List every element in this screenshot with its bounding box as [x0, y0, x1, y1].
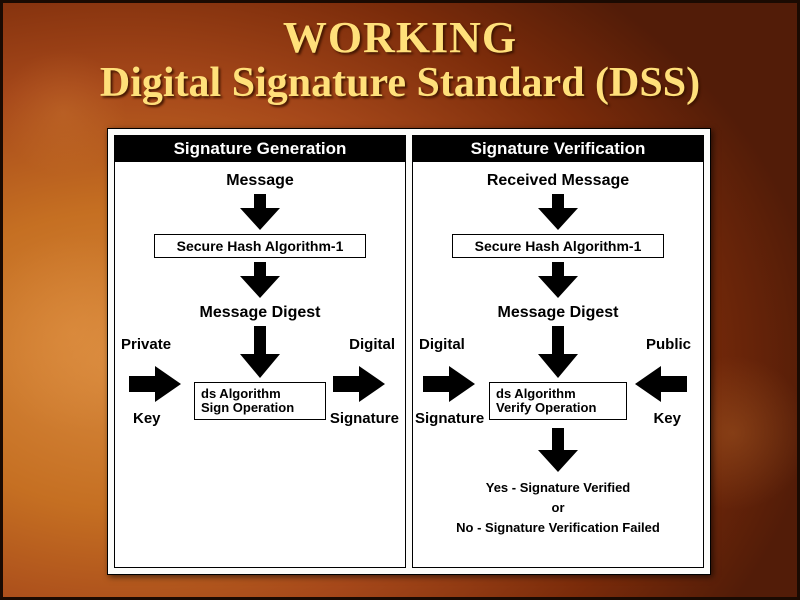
- panel-generation-header: Signature Generation: [115, 136, 405, 162]
- arrow-down-icon: [240, 262, 280, 298]
- gen-node-algorithm: ds AlgorithmSign Operation: [194, 382, 326, 420]
- gen-input-left-top: Private: [121, 336, 171, 353]
- arrow-down-icon: [538, 428, 578, 472]
- ver-input-left-top: Digital: [419, 336, 465, 353]
- ver-result-yes: Yes - Signature Verified: [413, 480, 703, 495]
- arrow-left-icon: [635, 366, 687, 402]
- panel-generation: Signature Generation Message Secure Hash…: [114, 135, 406, 568]
- ver-input-right-bottom: Key: [653, 410, 681, 427]
- gen-node-message: Message: [226, 172, 294, 190]
- ver-result-no: No - Signature Verification Failed: [413, 520, 703, 535]
- title-line-1: WORKING: [283, 15, 517, 61]
- panel-verification-header: Signature Verification: [413, 136, 703, 162]
- ver-input-left-bottom: Signature: [415, 410, 484, 427]
- gen-output-right-top: Digital: [349, 336, 395, 353]
- arrow-down-icon: [538, 326, 578, 378]
- gen-node-sha1: Secure Hash Algorithm-1: [154, 234, 366, 258]
- gen-node-digest: Message Digest: [200, 304, 321, 322]
- gen-input-left-bottom: Key: [133, 410, 161, 427]
- arrow-right-icon: [129, 366, 181, 402]
- ver-node-sha1: Secure Hash Algorithm-1: [452, 234, 664, 258]
- ver-input-right-top: Public: [646, 336, 691, 353]
- gen-output-right-bottom: Signature: [330, 410, 399, 427]
- arrow-down-icon: [240, 194, 280, 230]
- panel-verification: Signature Verification Received Message …: [412, 135, 704, 568]
- ver-result-or: or: [413, 500, 703, 515]
- arrow-down-icon: [538, 262, 578, 298]
- ver-node-algorithm: ds AlgorithmVerify Operation: [489, 382, 627, 420]
- arrow-right-icon: [423, 366, 475, 402]
- arrow-down-icon: [538, 194, 578, 230]
- arrow-right-icon: [333, 366, 385, 402]
- ver-alg-text: ds AlgorithmVerify Operation: [496, 386, 596, 415]
- ver-node-digest: Message Digest: [498, 304, 619, 322]
- ver-node-message: Received Message: [487, 172, 629, 190]
- slide-title: WORKING Digital Signature Standard (DSS): [3, 3, 797, 105]
- dss-diagram: Signature Generation Message Secure Hash…: [107, 128, 711, 575]
- gen-alg-line1: ds AlgorithmSign Operation: [201, 386, 294, 415]
- slide: WORKING Digital Signature Standard (DSS)…: [0, 0, 800, 600]
- title-line-2: Digital Signature Standard (DSS): [100, 61, 700, 105]
- arrow-down-icon: [240, 326, 280, 378]
